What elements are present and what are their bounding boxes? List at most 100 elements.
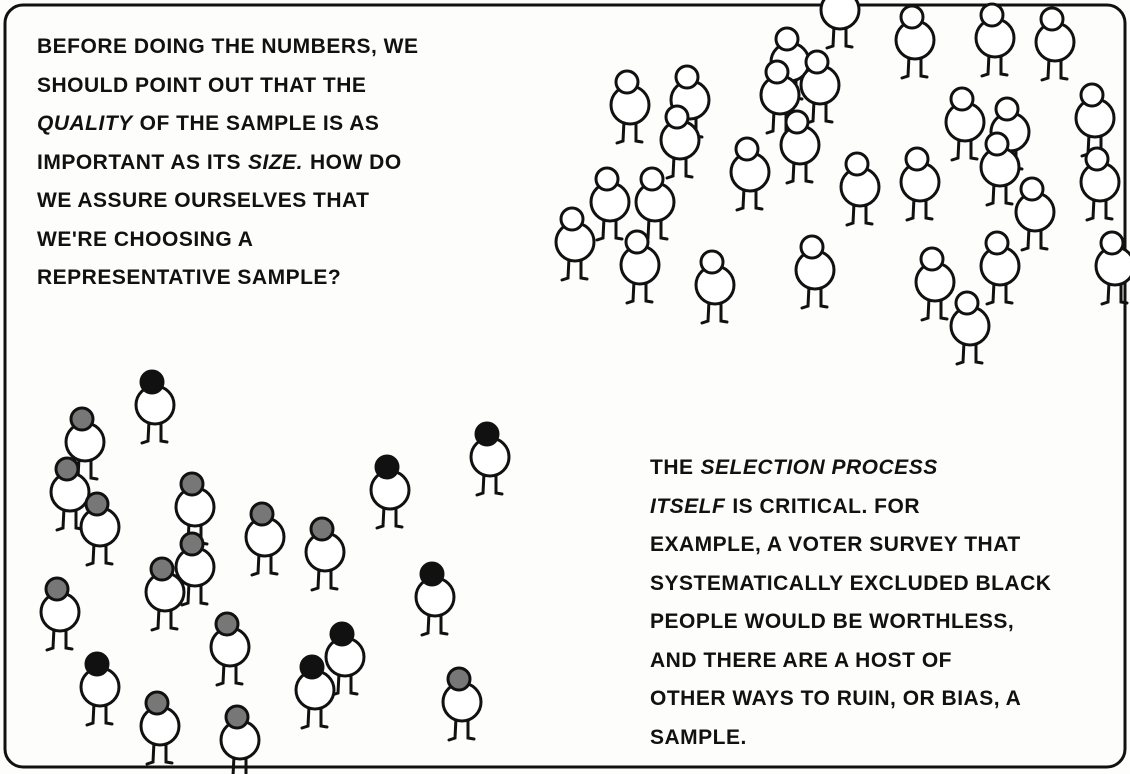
stick-figure	[141, 692, 179, 764]
figure-leg	[1042, 58, 1049, 80]
figure-leg	[217, 663, 224, 685]
figure-head	[806, 51, 828, 73]
figure-head	[786, 111, 808, 133]
stick-figure	[951, 292, 989, 364]
figure-leg	[737, 188, 744, 210]
figure-head	[846, 153, 868, 175]
figure-leg	[449, 718, 456, 740]
stick-figure	[221, 706, 259, 774]
figure-leg	[1022, 228, 1029, 250]
stick-figure	[443, 668, 481, 740]
stick-figure	[591, 168, 629, 240]
figure-head	[1086, 148, 1108, 170]
caption-text: OTHER WAYS TO RUIN, OR BIAS, A	[650, 687, 1021, 710]
stick-figure	[81, 653, 119, 725]
figure-leg	[142, 421, 149, 443]
stick-figure	[896, 6, 934, 78]
stick-figure	[621, 231, 659, 303]
figure-leg	[667, 156, 674, 178]
figure-head	[86, 653, 108, 675]
figure-leg	[87, 703, 94, 725]
stick-figure	[556, 208, 594, 280]
stick-figure	[41, 578, 79, 650]
figure-head	[1101, 232, 1123, 254]
caption-text: WE ASSURE OURSELVES THAT	[37, 189, 369, 212]
figure-head	[676, 66, 698, 88]
figure-head	[71, 408, 93, 430]
stick-figure	[801, 51, 839, 123]
stick-figure	[1036, 8, 1074, 80]
figure-leg	[627, 281, 634, 303]
figure-leg	[952, 138, 959, 160]
stick-figure	[946, 88, 984, 160]
figure-head	[666, 106, 688, 128]
stick-figure	[136, 371, 174, 443]
figure-head	[146, 692, 168, 714]
figure-leg	[152, 608, 159, 630]
stick-figure	[471, 423, 509, 495]
figure-head	[736, 138, 758, 160]
stick-figure	[916, 248, 954, 320]
stick-figure	[1016, 178, 1054, 250]
figure-leg	[422, 613, 429, 635]
figure-head	[641, 168, 663, 190]
caption-text: AND THERE ARE A HOST OF	[650, 649, 952, 672]
figure-head	[616, 71, 638, 93]
caption-text: SAMPLE.	[650, 726, 747, 749]
figure-head	[981, 4, 1003, 26]
stick-figure	[1081, 148, 1119, 220]
figure-leg	[802, 286, 809, 308]
caption-text: PEOPLE WOULD BE WORTHLESS,	[650, 610, 1014, 633]
figure-head	[626, 231, 648, 253]
caption-text: BEFORE DOING THE NUMBERS, WE	[37, 35, 419, 58]
comic-panel: BEFORE DOING THE NUMBERS, WE SHOULD POIN…	[0, 0, 1130, 774]
stick-figure	[1076, 84, 1114, 156]
figure-leg	[982, 54, 989, 76]
figure-head	[421, 563, 443, 585]
stick-figure	[306, 518, 344, 590]
stick-figure	[981, 232, 1019, 304]
figure-leg	[147, 742, 154, 764]
figure-head	[151, 558, 173, 580]
caption-text: IMPORTANT AS ITS	[37, 151, 241, 174]
caption-text: SYSTEMATICALLY EXCLUDED BLACK	[650, 572, 1051, 595]
figure-head	[251, 503, 273, 525]
figure-head	[311, 518, 333, 540]
figure-leg	[1087, 198, 1094, 220]
stick-figure	[416, 563, 454, 635]
figure-head	[1021, 178, 1043, 200]
figure-head	[701, 251, 723, 273]
figure-head	[181, 473, 203, 495]
figure-leg	[827, 26, 834, 48]
figure-head	[1081, 84, 1103, 106]
figure-head	[986, 133, 1008, 155]
caption-text: EXAMPLE, A VOTER SURVEY THAT	[650, 533, 1021, 556]
figure-head	[776, 28, 798, 50]
figure-head	[56, 458, 78, 480]
caption-text: THE	[650, 456, 694, 479]
figure-head	[561, 208, 583, 230]
caption-text: WE'RE CHOOSING A	[37, 228, 253, 251]
stick-figure	[81, 493, 119, 565]
caption-emphasis: QUALITY	[37, 112, 133, 135]
figure-leg	[902, 56, 909, 78]
caption-text: REPRESENTATIVE SAMPLE?	[37, 266, 341, 289]
figure-leg	[57, 508, 64, 530]
stick-figure	[796, 236, 834, 308]
figure-leg	[47, 628, 54, 650]
figure-leg	[987, 282, 994, 304]
figure-leg	[987, 183, 994, 205]
figure-head	[226, 706, 248, 728]
stick-figure	[731, 138, 769, 210]
caption-text: HOW DO	[310, 151, 402, 174]
figure-head	[376, 456, 398, 478]
figure-head	[1041, 8, 1063, 30]
stick-figure	[901, 148, 939, 220]
stick-figure	[211, 613, 249, 685]
figure-leg	[562, 258, 569, 280]
figure-head	[181, 533, 203, 555]
stick-figure	[821, 0, 859, 48]
stick-figure	[976, 4, 1014, 76]
figure-leg	[847, 203, 854, 225]
